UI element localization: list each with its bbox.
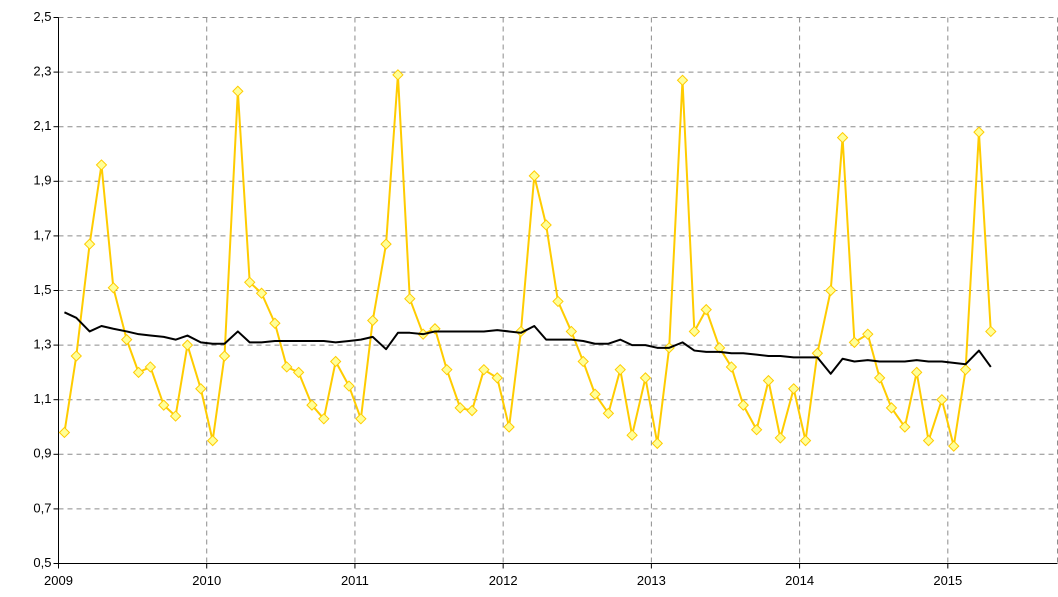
point-marker: [552, 295, 564, 308]
y-tick-label: 1,3: [33, 337, 51, 352]
point-marker: [787, 383, 800, 395]
point-marker: [577, 355, 589, 368]
point-marker: [862, 328, 874, 340]
point-marker: [355, 413, 367, 425]
point-marker: [973, 126, 985, 138]
x-tick-label: 2012: [489, 573, 518, 588]
x-tick-label: 2015: [933, 573, 962, 588]
point-marker: [750, 424, 763, 436]
y-tick-label: 0,9: [33, 446, 51, 461]
point-marker: [922, 434, 935, 447]
point-marker: [441, 363, 453, 376]
point-marker: [676, 74, 689, 86]
point-marker: [58, 426, 71, 439]
point-marker: [392, 69, 404, 81]
point-marker: [329, 355, 342, 368]
point-marker: [515, 325, 527, 338]
x-tick-label: 2010: [192, 573, 221, 588]
point-marker: [503, 421, 515, 433]
point-marker: [602, 407, 615, 420]
y-tick-label: 1,7: [33, 227, 51, 242]
point-marker: [243, 276, 256, 289]
point-marker: [255, 287, 268, 299]
point-marker: [232, 85, 244, 97]
point-marker: [491, 372, 503, 384]
point-marker: [565, 325, 578, 338]
point-marker: [626, 429, 638, 441]
point-marker: [936, 393, 948, 406]
point-marker: [639, 372, 652, 384]
point-marker: [318, 413, 330, 425]
point-marker: [70, 350, 82, 362]
y-tick-label: 2,5: [33, 9, 51, 24]
point-marker: [589, 388, 601, 400]
point-marker: [848, 336, 861, 349]
point-marker: [688, 325, 701, 338]
point-marker: [380, 238, 392, 250]
point-marker: [404, 292, 416, 305]
series-line: [64, 311, 992, 375]
point-marker: [218, 350, 231, 362]
point-marker: [959, 363, 972, 376]
point-marker: [95, 159, 108, 171]
point-marker: [825, 284, 837, 297]
x-tick-label: 2014: [785, 573, 814, 588]
point-marker: [169, 410, 182, 422]
point-marker: [799, 434, 812, 447]
x-tick-label: 2011: [341, 573, 369, 588]
y-tick-label: 1,9: [33, 173, 51, 188]
series-line: [63, 73, 992, 448]
point-marker: [269, 317, 281, 329]
point-marker: [700, 303, 712, 316]
point-marker: [343, 380, 355, 392]
y-tick-label: 1,1: [33, 391, 51, 406]
point-marker: [195, 383, 207, 395]
point-marker: [540, 219, 552, 231]
point-marker: [885, 402, 898, 414]
point-marker: [107, 282, 120, 294]
point-marker: [181, 339, 194, 351]
y-tick-label: 1,5: [33, 282, 51, 297]
point-marker: [762, 374, 775, 387]
point-marker: [132, 366, 145, 379]
point-marker: [454, 402, 466, 414]
point-marker: [528, 170, 540, 182]
point-marker: [774, 432, 787, 444]
point-marker: [985, 325, 997, 338]
y-tick-label: 0,5: [33, 555, 51, 570]
point-marker: [737, 399, 749, 411]
point-marker: [120, 333, 133, 346]
y-tick-label: 2,1: [33, 118, 51, 133]
point-marker: [836, 131, 849, 144]
point-marker: [367, 314, 379, 327]
x-tick-label: 2009: [44, 573, 73, 588]
point-marker: [910, 366, 923, 379]
point-marker: [281, 361, 293, 373]
point-marker: [899, 421, 911, 433]
y-tick-label: 2,3: [33, 64, 51, 79]
x-tick-label: 2013: [637, 573, 666, 588]
point-marker: [478, 363, 490, 376]
point-marker: [206, 434, 219, 447]
point-marker: [144, 361, 157, 373]
point-marker: [466, 404, 478, 417]
point-marker: [725, 361, 738, 373]
point-marker: [292, 366, 305, 379]
point-marker: [306, 399, 318, 411]
point-marker: [873, 372, 886, 384]
y-tick-label: 0,7: [33, 500, 51, 515]
point-marker: [948, 440, 960, 452]
point-marker: [158, 399, 170, 411]
point-marker: [651, 437, 664, 450]
point-marker: [83, 238, 96, 250]
point-marker: [614, 363, 626, 376]
